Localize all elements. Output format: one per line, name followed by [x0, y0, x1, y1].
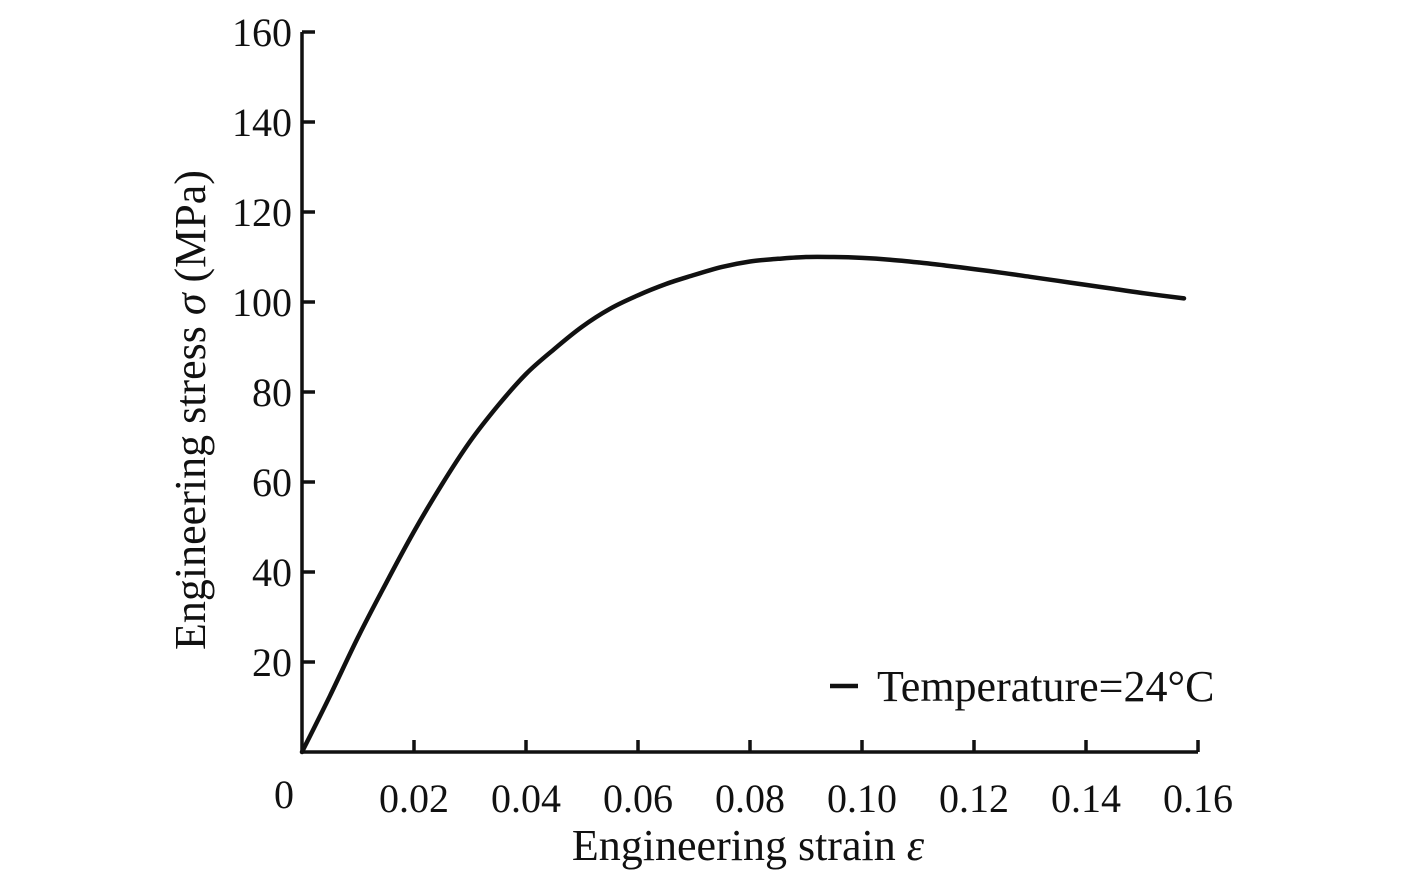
x-tick-label: 0.16: [1163, 776, 1233, 821]
x-axis-ticks: 0.02 0.04 0.06 0.08 0.10 0.12 0.14 0.16: [379, 740, 1233, 821]
y-tick-label: 60: [252, 460, 292, 505]
y-tick-label: 140: [232, 100, 292, 145]
series-line: [299, 254, 1187, 755]
y-axis-symbol: σ: [166, 291, 215, 315]
legend: Temperature=24°C: [830, 662, 1214, 711]
x-tick-label: 0.06: [603, 776, 673, 821]
y-tick-label: 20: [252, 640, 292, 685]
x-tick-label: 0.02: [379, 776, 449, 821]
x-tick-label: 0.08: [715, 776, 785, 821]
y-tick-label: 160: [232, 10, 292, 55]
x-tick-label: 0.04: [491, 776, 561, 821]
x-tick-label: 0.10: [827, 776, 897, 821]
y-tick-label: 100: [232, 280, 292, 325]
series-layer: [299, 254, 1187, 755]
y-axis-ticks: 20 40 60 80 100 120 140 160: [232, 10, 315, 685]
y-tick-label: 40: [252, 550, 292, 595]
y-tick-label: 80: [252, 370, 292, 415]
origin-label: 0: [274, 772, 294, 817]
y-axis-title: Engineering stress σ (MPa): [166, 170, 215, 650]
x-axis-title-text: Engineering strain: [572, 821, 907, 870]
legend-label: Temperature=24°C: [877, 662, 1214, 711]
y-axis-unit: (MPa): [166, 170, 215, 293]
x-tick-label: 0.12: [939, 776, 1009, 821]
x-axis-symbol: ε: [907, 821, 925, 870]
y-axis-title-text: Engineering stress: [166, 315, 215, 650]
y-tick-label: 120: [232, 190, 292, 235]
x-axis-title: Engineering strain ε: [572, 821, 925, 870]
x-tick-label: 0.14: [1051, 776, 1121, 821]
